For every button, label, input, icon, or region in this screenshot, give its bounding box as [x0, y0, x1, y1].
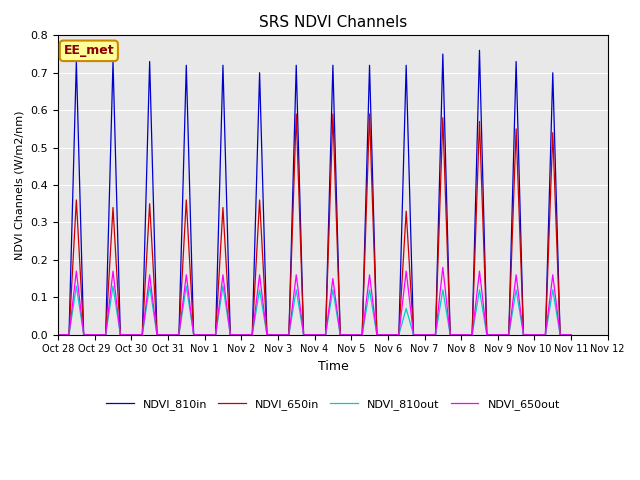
- NDVI_810out: [72, 283, 80, 289]
- NDVI_810in: [274, 332, 282, 337]
- NDVI_650out: [80, 332, 88, 337]
- Line: NDVI_810out: NDVI_810out: [58, 286, 571, 335]
- NDVI_810in: [476, 48, 483, 53]
- NDVI_650in: [54, 332, 62, 337]
- NDVI_810out: [201, 332, 209, 337]
- NDVI_650in: [274, 332, 282, 337]
- NDVI_810out: [410, 332, 417, 337]
- NDVI_650in: [190, 332, 198, 337]
- NDVI_810in: [72, 59, 80, 64]
- Line: NDVI_810in: NDVI_810in: [58, 50, 571, 335]
- NDVI_810in: [403, 62, 410, 68]
- NDVI_810in: [54, 332, 62, 337]
- NDVI_810out: [91, 332, 99, 337]
- NDVI_810out: [567, 332, 575, 337]
- NDVI_650out: [190, 332, 198, 337]
- Line: NDVI_650out: NDVI_650out: [58, 267, 571, 335]
- NDVI_650in: [72, 197, 80, 203]
- NDVI_810out: [54, 332, 62, 337]
- NDVI_650in: [567, 332, 575, 337]
- NDVI_650out: [274, 332, 282, 337]
- NDVI_650out: [403, 268, 410, 274]
- NDVI_650in: [80, 332, 88, 337]
- NDVI_650out: [439, 264, 447, 270]
- NDVI_810in: [410, 332, 417, 337]
- NDVI_810in: [567, 332, 575, 337]
- NDVI_810out: [420, 332, 428, 337]
- Text: EE_met: EE_met: [63, 44, 114, 57]
- NDVI_650in: [410, 332, 417, 337]
- NDVI_650out: [410, 332, 417, 337]
- Title: SRS NDVI Channels: SRS NDVI Channels: [259, 15, 407, 30]
- X-axis label: Time: Time: [317, 360, 348, 373]
- NDVI_650out: [567, 332, 575, 337]
- NDVI_810out: [285, 332, 292, 337]
- NDVI_650out: [72, 268, 80, 274]
- NDVI_650in: [292, 111, 300, 117]
- NDVI_650in: [420, 332, 428, 337]
- Legend: NDVI_810in, NDVI_650in, NDVI_810out, NDVI_650out: NDVI_810in, NDVI_650in, NDVI_810out, NDV…: [102, 394, 564, 414]
- NDVI_810in: [190, 332, 198, 337]
- Y-axis label: NDVI Channels (W/m2/nm): NDVI Channels (W/m2/nm): [15, 110, 25, 260]
- NDVI_650out: [54, 332, 62, 337]
- NDVI_810in: [80, 332, 88, 337]
- NDVI_810out: [80, 332, 88, 337]
- Line: NDVI_650in: NDVI_650in: [58, 114, 571, 335]
